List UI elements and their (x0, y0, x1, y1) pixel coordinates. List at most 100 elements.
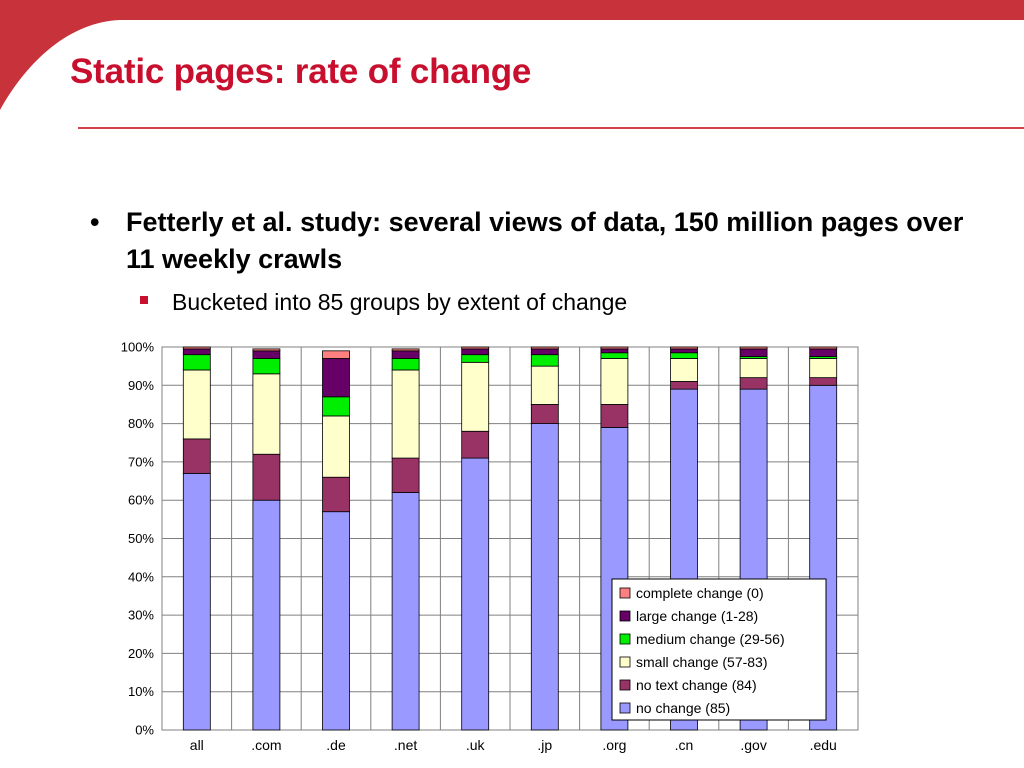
bar-segment (530, 404, 559, 424)
bar-segment (252, 373, 281, 455)
x-tick-label: .org (602, 737, 626, 753)
legend-label: small change (57-83) (636, 654, 768, 670)
x-tick-label: .uk (466, 737, 486, 753)
sub-bullet-item: Bucketed into 85 groups by extent of cha… (140, 287, 627, 317)
y-tick-label: 20% (128, 646, 154, 661)
bar-segment (530, 365, 559, 405)
y-tick-label: 70% (128, 454, 154, 469)
bar-segment (530, 354, 559, 367)
x-tick-label: .de (326, 737, 346, 753)
bar-segment (322, 350, 350, 359)
bar-segment (252, 499, 281, 731)
bar-segment (530, 423, 559, 731)
legend-label: medium change (29-56) (636, 631, 785, 647)
legend-swatch (619, 587, 631, 599)
bar-segment (530, 346, 559, 350)
bar-segment (461, 361, 490, 432)
bar-segment (461, 430, 490, 459)
bar-segment (809, 358, 838, 379)
bar-segment (182, 438, 211, 474)
legend-label: complete change (0) (636, 585, 764, 601)
bar-segment (252, 358, 281, 375)
bar-segment (670, 346, 698, 350)
y-axis-tick-labels: 0% 10% 20% 30% 40% 50% 60% 70% 80% 90% 100% (121, 340, 155, 738)
y-tick-label: 80% (128, 416, 154, 431)
legend-label: no text change (84) (636, 677, 757, 693)
bar-segment (391, 492, 420, 731)
bar-segment (252, 453, 281, 501)
bar-segment (670, 381, 698, 390)
bar-segment (252, 350, 281, 359)
bar-segment (809, 348, 838, 357)
legend-label: large change (1-28) (636, 608, 758, 624)
bar-segment (391, 369, 420, 459)
bar-segment (322, 511, 350, 731)
bar-segment (739, 358, 768, 379)
bar-segment (600, 346, 629, 350)
bullet-dot-icon: • (90, 207, 100, 237)
sub-bullet-text: Bucketed into 85 groups by extent of cha… (172, 289, 628, 315)
bar-segment (391, 358, 420, 371)
slide-title: Static pages: rate of change (70, 52, 532, 91)
bar-segment (322, 476, 350, 513)
x-tick-label: .com (251, 737, 281, 753)
bar-segment (670, 348, 698, 354)
legend-box (611, 578, 827, 721)
bar-segment (391, 348, 420, 352)
bar-segment (600, 348, 629, 354)
bar-segment (670, 358, 698, 382)
legend-label: no change (85) (636, 700, 730, 716)
legend-swatch (619, 702, 631, 714)
chart-legend: complete change (0) large change (1-28) me… (611, 578, 827, 721)
bar-segment (739, 346, 768, 350)
bar-segment (461, 346, 490, 350)
bar-segment (670, 352, 698, 359)
x-tick-label: .net (394, 737, 417, 753)
y-tick-label: 50% (128, 531, 154, 546)
bar-segment (391, 350, 420, 359)
bar-segment (600, 404, 629, 428)
x-tick-label: .gov (740, 737, 766, 753)
bullet-text: Fetterly et al. study: several views of … (126, 207, 964, 274)
x-tick-label: .cn (675, 737, 694, 753)
bar-segment (600, 352, 629, 359)
legend-swatch (619, 633, 631, 645)
bar-segment (739, 377, 768, 390)
y-tick-label: 0% (135, 723, 154, 738)
x-tick-label: .jp (537, 737, 552, 753)
bar-segment (182, 346, 211, 350)
bar-segment (322, 358, 350, 398)
bar-segment (322, 396, 350, 417)
bar-segment (182, 348, 211, 356)
y-tick-label: 40% (128, 569, 154, 584)
bar-segment (600, 358, 629, 405)
bar-segment (739, 348, 768, 357)
y-tick-label: 90% (128, 378, 154, 393)
bullet-item: • Fetterly et al. study: several views o… (90, 204, 970, 278)
bar-segment (530, 348, 559, 356)
bar-segment (391, 457, 420, 493)
title-divider (78, 127, 1024, 129)
y-tick-label: 10% (128, 684, 154, 699)
x-tick-label: all (190, 737, 204, 753)
bar-segment (182, 472, 211, 731)
y-tick-label: 60% (128, 493, 154, 508)
y-tick-label: 100% (121, 340, 155, 355)
legend-swatch (619, 656, 631, 668)
x-axis-tick-labels: all .com .de .net .uk .jp .org .cn .gov .edu (190, 737, 837, 753)
bar-segment (182, 369, 211, 440)
y-tick-label: 30% (128, 608, 154, 623)
square-bullet-icon (140, 296, 148, 304)
legend-swatch (619, 610, 631, 622)
bar-segment (322, 415, 350, 478)
bar-segment (809, 346, 838, 350)
bar-segment (809, 377, 838, 386)
bar-segment (461, 354, 490, 363)
x-tick-label: .edu (810, 737, 837, 753)
bar-segment (182, 354, 211, 371)
bar-segment (461, 457, 490, 731)
legend-swatch (619, 679, 631, 691)
header-swoosh (0, 0, 1024, 110)
stacked-bar-chart: 0% 10% 20% 30% 40% 50% 60% 70% 80% 90% 100% all .co… (121, 340, 859, 753)
bar-segment (252, 348, 281, 352)
